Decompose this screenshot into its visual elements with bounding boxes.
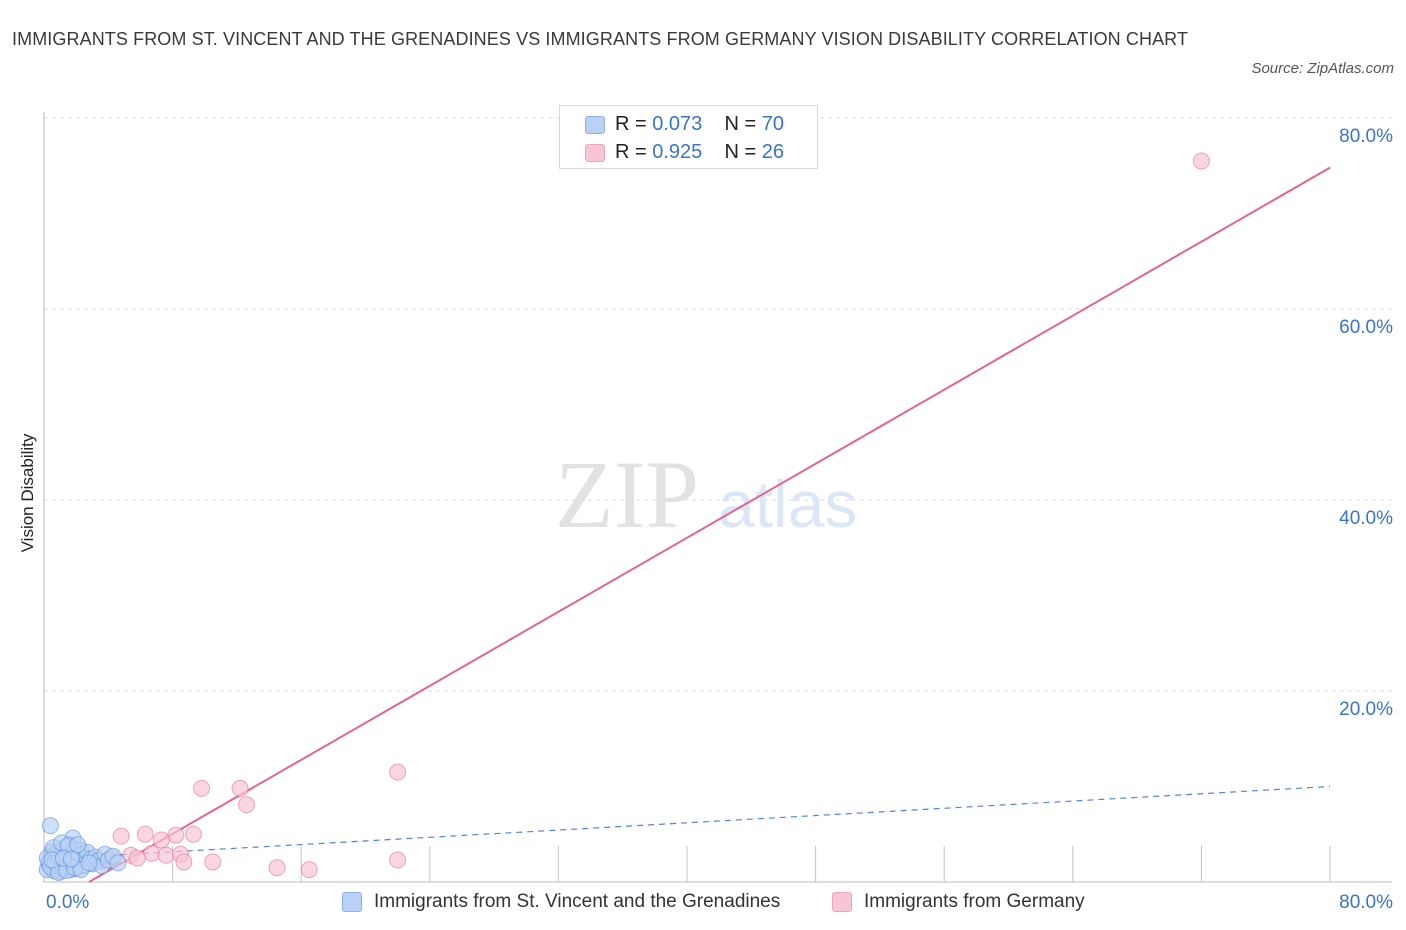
chart-title: IMMIGRANTS FROM ST. VINCENT AND THE GREN…	[12, 29, 1189, 49]
point-layer	[38, 152, 1210, 881]
legend-swatch-pink	[832, 891, 852, 912]
r-value: 0.073	[652, 113, 703, 135]
x-tick-label: 80.0%	[1339, 892, 1393, 913]
data-point-germany	[157, 846, 175, 864]
legend-label: Immigrants from Germany	[864, 891, 1085, 912]
stats-row-blue: R = 0.073 N = 70	[585, 110, 784, 138]
watermark-atlas: atlas	[718, 467, 857, 541]
n-label: N =	[724, 113, 757, 135]
legend-item-st-vincent: Immigrants from St. Vincent and the Gren…	[342, 888, 780, 916]
data-point-st-vincent	[41, 817, 59, 835]
data-point-germany	[184, 825, 202, 843]
x-tick-label: 0.0%	[46, 892, 89, 913]
legend-item-germany: Immigrants from Germany	[832, 888, 1085, 916]
trend-line-st-vincent	[43, 785, 1331, 860]
data-point-st-vincent	[109, 854, 127, 872]
data-point-st-vincent	[69, 836, 87, 854]
legend-label: Immigrants from St. Vincent and the Gren…	[374, 891, 781, 912]
y-tick-label: 40.0%	[1339, 508, 1393, 529]
data-point-germany	[238, 796, 256, 814]
data-point-germany	[204, 853, 222, 871]
data-point-germany	[143, 844, 161, 862]
n-label: N =	[724, 141, 757, 163]
watermark: ZIP atlas	[555, 441, 857, 548]
axis-layer	[43, 112, 1392, 883]
grid-layer	[44, 117, 1392, 692]
data-point-germany	[1192, 152, 1210, 170]
stats-row-pink: R = 0.925 N = 26	[585, 138, 784, 166]
data-point-germany	[112, 827, 130, 845]
data-point-germany	[231, 779, 249, 797]
data-point-germany	[152, 831, 170, 849]
trend-line-germany	[88, 166, 1331, 883]
data-point-st-vincent	[80, 854, 98, 872]
y-tick-label: 20.0%	[1339, 699, 1393, 720]
r-value: 0.925	[652, 141, 703, 163]
data-point-germany	[193, 779, 211, 797]
data-point-germany	[300, 861, 318, 879]
data-point-st-vincent	[62, 850, 80, 868]
blue-swatch	[585, 115, 605, 134]
y-tick-label: 60.0%	[1339, 317, 1393, 338]
data-point-germany	[268, 859, 286, 877]
y-tick-label: 80.0%	[1339, 126, 1393, 147]
r-label: R =	[615, 113, 647, 135]
data-point-germany	[389, 851, 407, 869]
tick-label-layer: 20.0% 40.0% 60.0% 80.0% 0.0% 80.0%	[46, 126, 1393, 913]
data-point-germany	[175, 853, 193, 871]
pink-swatch	[585, 143, 605, 162]
watermark-zip: ZIP	[555, 441, 699, 548]
data-point-germany	[136, 825, 154, 843]
trend-layer	[43, 166, 1331, 883]
data-point-germany	[128, 849, 146, 867]
source-label: Source: ZipAtlas.com	[1251, 60, 1394, 77]
data-point-germany	[167, 826, 185, 844]
r-label: R =	[615, 141, 647, 163]
n-value: 70	[761, 113, 785, 135]
data-point-germany	[389, 763, 407, 781]
legend-swatch-blue	[342, 891, 362, 912]
n-value: 26	[761, 141, 785, 163]
stats-box: R = 0.073 N = 70 R = 0.925 N = 26	[559, 105, 818, 169]
